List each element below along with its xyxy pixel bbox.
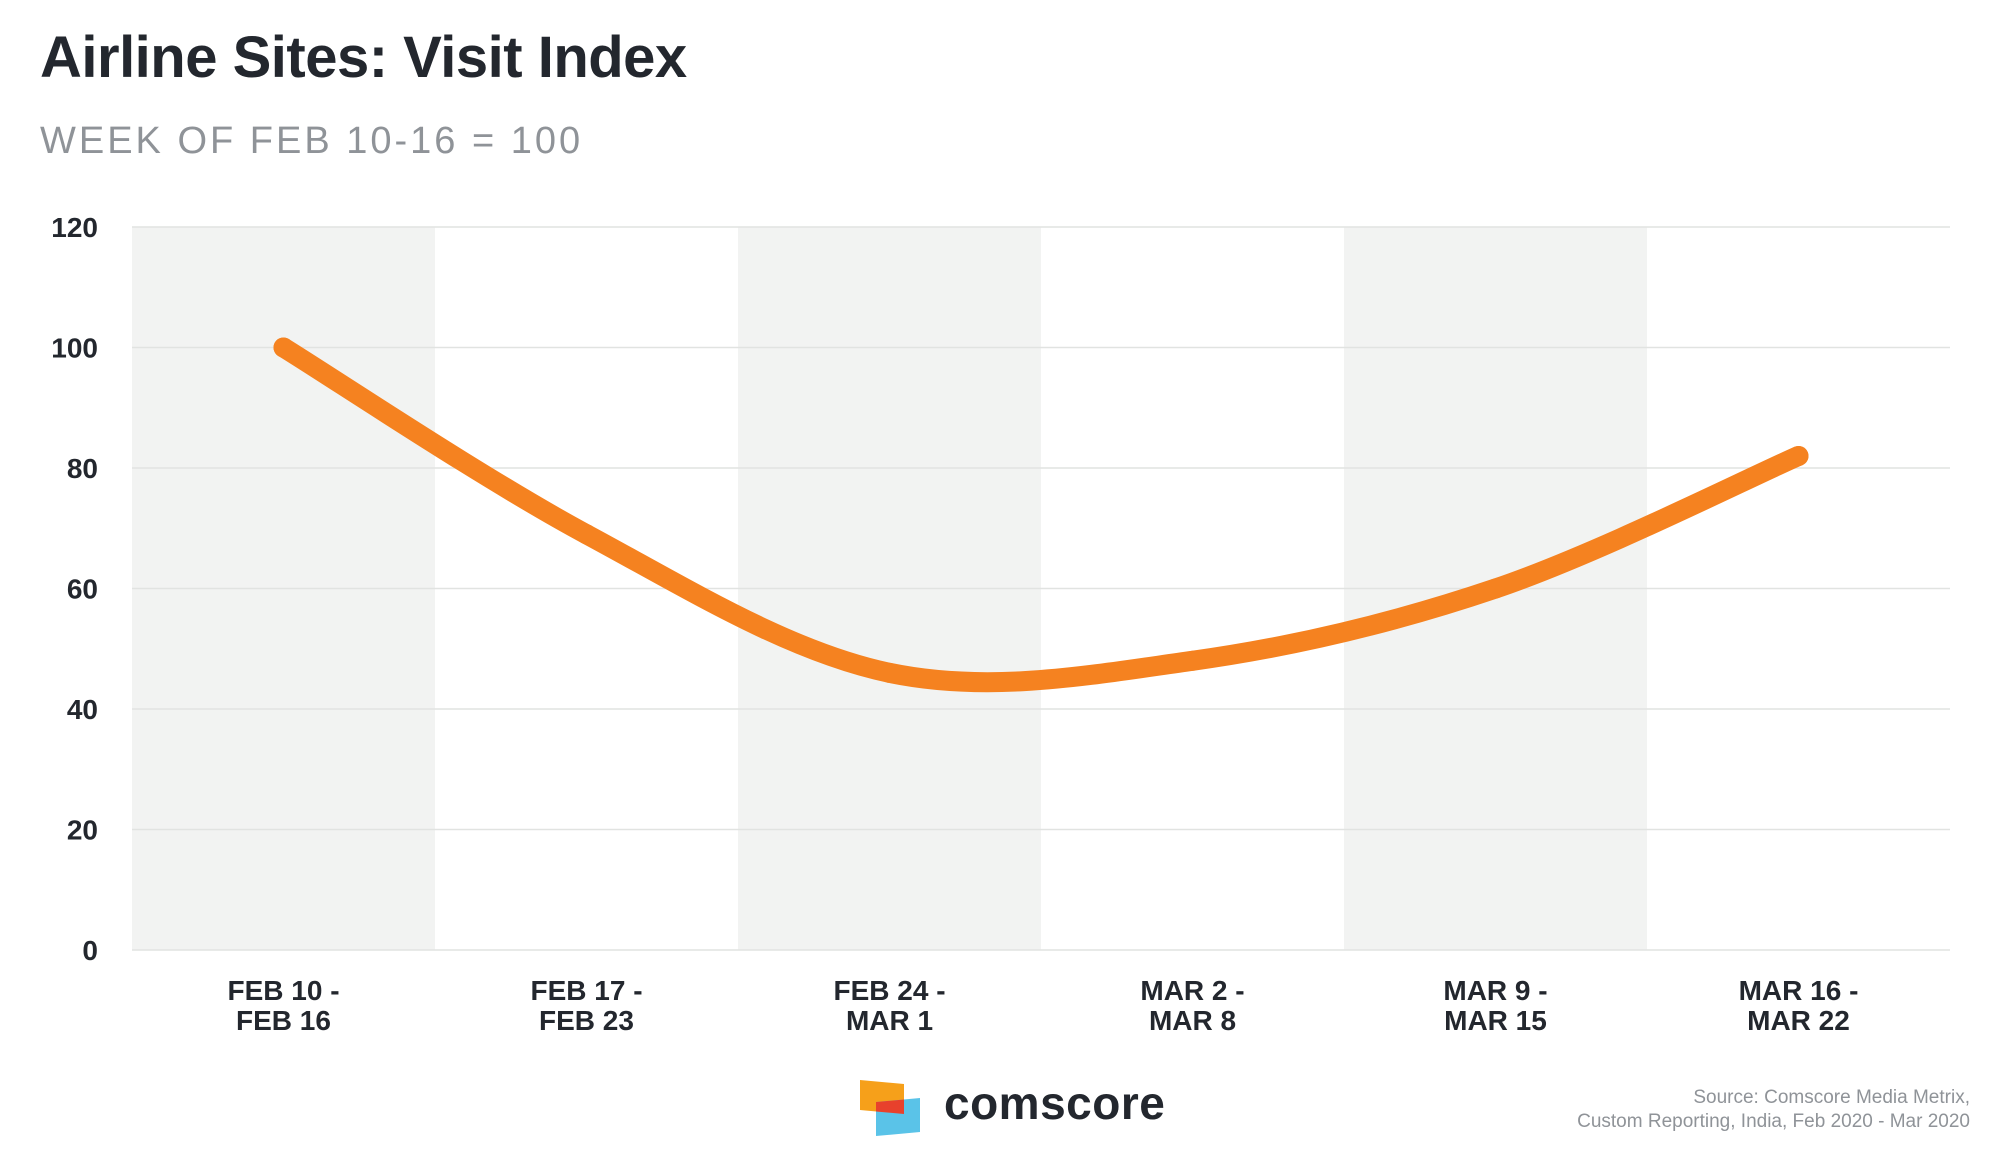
y-tick-label: 0 — [82, 935, 98, 966]
x-tick-label: FEB 24 -MAR 1 — [833, 975, 945, 1036]
x-tick-label: FEB 10 -FEB 16 — [227, 975, 339, 1036]
y-tick-label: 40 — [67, 694, 98, 725]
data-point — [576, 524, 597, 545]
comscore-wordmark: comscore — [944, 1077, 1166, 1129]
x-tick-label: MAR 9 -MAR 15 — [1443, 975, 1547, 1036]
data-point — [273, 337, 294, 358]
data-point — [1788, 445, 1809, 466]
data-point — [1182, 650, 1203, 671]
y-tick-label: 100 — [51, 333, 98, 364]
chart-subtitle: WEEK OF FEB 10-16 = 100 — [40, 120, 584, 162]
chart-title: Airline Sites: Visit Index — [40, 25, 687, 90]
x-tick-label: MAR 16 -MAR 22 — [1739, 975, 1859, 1036]
y-tick-label: 120 — [51, 212, 98, 243]
x-tick-label: FEB 17 -FEB 23 — [530, 975, 642, 1036]
data-point — [879, 662, 900, 683]
y-tick-label: 80 — [67, 453, 98, 484]
source-note: Source: Comscore Media Metrix, Custom Re… — [1577, 1086, 1970, 1134]
line-chart: 0 20 40 60 80 100 120 FEB 10 -FEB 16 FEB 17 -FEB… — [51, 212, 1950, 1036]
source-line-2: Custom Reporting, India, Feb 2020 - Mar … — [1577, 1111, 1970, 1132]
y-tick-label: 20 — [67, 815, 98, 846]
comscore-logo-icon — [860, 1080, 920, 1136]
y-tick-label: 60 — [67, 574, 98, 605]
source-line-1: Source: Comscore Media Metrix, — [1693, 1087, 1970, 1108]
series-line — [273, 337, 1809, 693]
data-point — [1485, 578, 1506, 599]
x-tick-label: MAR 2 -MAR 8 — [1140, 975, 1244, 1036]
